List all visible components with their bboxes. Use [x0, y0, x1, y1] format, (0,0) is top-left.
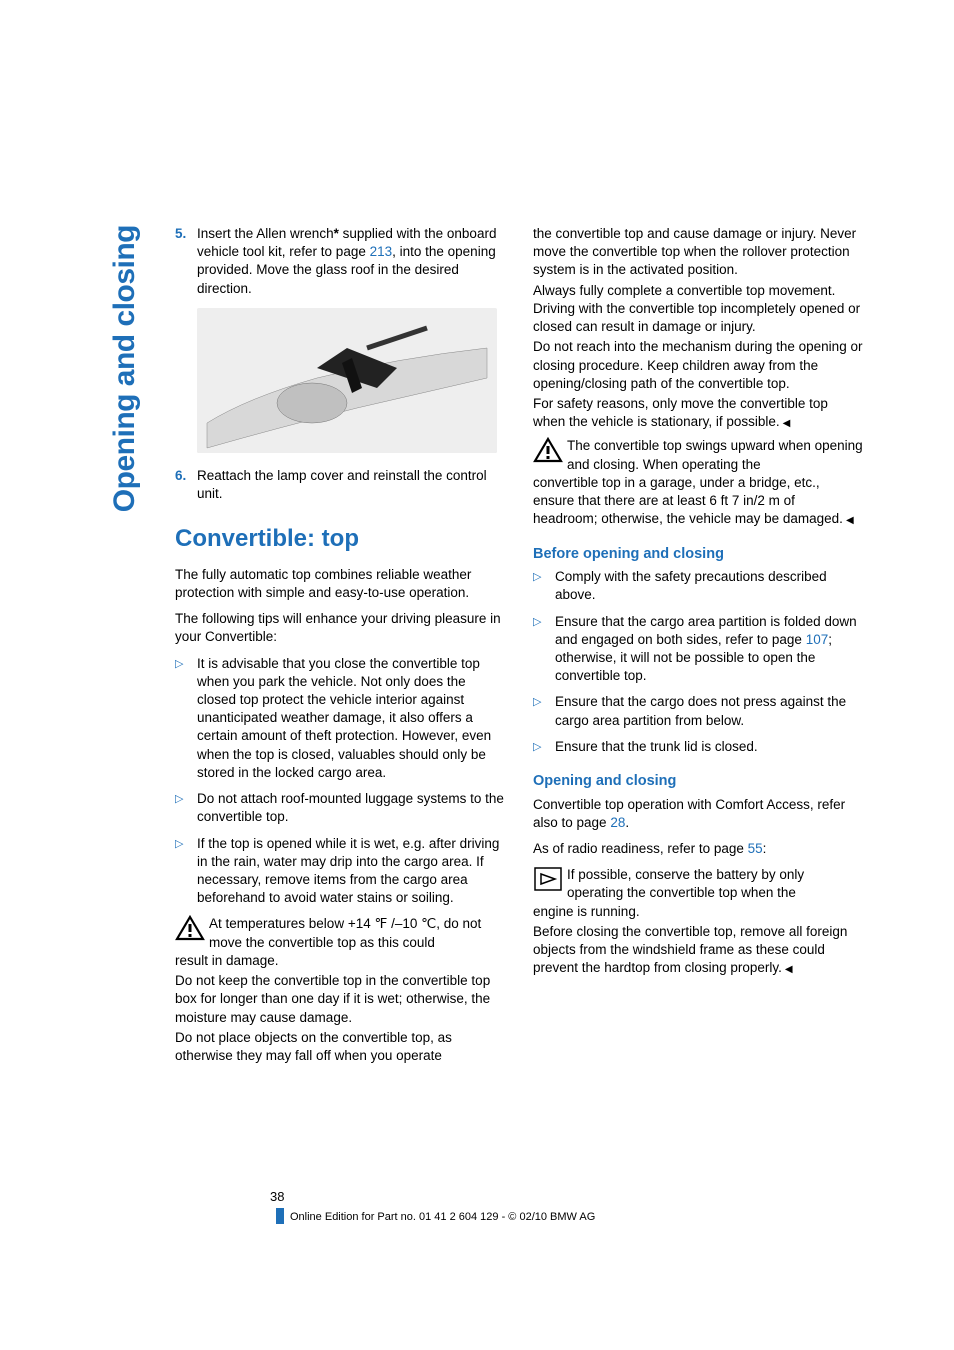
tip-3-text: If the top is opened while it is wet, e.…	[197, 835, 505, 908]
left-column: 5. Insert the Allen wrench* supplied wit…	[175, 225, 505, 1065]
warning-p2: Do not keep the convertible top in the c…	[175, 972, 505, 1027]
text: convertible top in a garage, under a bri…	[533, 475, 854, 526]
bullet-icon: ▷	[533, 613, 555, 686]
list-number: 5.	[175, 225, 197, 298]
before-2: ▷ Ensure that the cargo area partition i…	[533, 613, 863, 686]
footer-copyright: Online Edition for Part no. 01 41 2 604 …	[170, 1210, 860, 1225]
step-6-text: Reattach the lamp cover and reinstall th…	[197, 467, 505, 503]
page-number: 38	[170, 1188, 860, 1206]
text: .	[625, 815, 629, 830]
side-tab-title: Opening and closing	[105, 225, 146, 512]
warning-text: At temperatures below +14 ℉ /–10 ℃, do n…	[209, 915, 505, 951]
bullet-icon: ▷	[175, 790, 197, 826]
warning-box-2: The convertible top swings upward when o…	[533, 437, 863, 473]
glass-roof-illustration	[197, 308, 497, 453]
cont-4: For safety reasons, only move the conver…	[533, 395, 863, 431]
page-content: 5. Insert the Allen wrench* supplied wit…	[175, 225, 865, 1065]
page-footer: 38 Online Edition for Part no. 01 41 2 6…	[170, 1188, 860, 1225]
text: Convertible top operation with Comfort A…	[533, 797, 845, 830]
cont-2: Always fully complete a convertible top …	[533, 282, 863, 337]
step-6: 6. Reattach the lamp cover and reinstall…	[175, 467, 505, 503]
right-column: the convertible top and cause damage or …	[533, 225, 863, 1065]
intro-para-2: The following tips will enhance your dri…	[175, 610, 505, 646]
page-ref-107[interactable]: 107	[806, 632, 829, 647]
before-2-text: Ensure that the cargo area partition is …	[555, 613, 863, 686]
text: As of radio readiness, refer to page	[533, 841, 748, 856]
note-box: If possible, conserve the battery by onl…	[533, 866, 863, 902]
oc-para-2: As of radio readiness, refer to page 55:	[533, 840, 863, 858]
warning-box-1: At temperatures below +14 ℉ /–10 ℃, do n…	[175, 915, 505, 951]
tip-1-text: It is advisable that you close the conve…	[197, 655, 505, 783]
page-ref-213[interactable]: 213	[370, 244, 393, 259]
text: Insert the Allen wrench	[197, 226, 334, 241]
tip-3: ▷ If the top is opened while it is wet, …	[175, 835, 505, 908]
tip-2-text: Do not attach roof-mounted luggage syste…	[197, 790, 505, 826]
text: The convertible top swings upward when o…	[567, 438, 863, 471]
bullet-icon: ▷	[533, 568, 555, 604]
step-5: 5. Insert the Allen wrench* supplied wit…	[175, 225, 505, 298]
illustration-svg	[197, 308, 497, 453]
before-3-text: Ensure that the cargo does not press aga…	[555, 693, 863, 729]
warning-2-continuation: convertible top in a garage, under a bri…	[533, 474, 863, 529]
before-1: ▷ Comply with the safety precautions des…	[533, 568, 863, 604]
before-1-text: Comply with the safety precautions descr…	[555, 568, 863, 604]
heading-before-opening: Before opening and closing	[533, 545, 863, 565]
text: For safety reasons, only move the conver…	[533, 396, 828, 429]
bullet-icon: ▷	[533, 693, 555, 729]
cont-1: the convertible top and cause damage or …	[533, 225, 863, 280]
text: If possible, conserve the battery by onl…	[567, 867, 804, 900]
page-ref-55[interactable]: 55	[748, 841, 763, 856]
oc-para-1: Convertible top operation with Comfort A…	[533, 796, 863, 832]
oc-para-3: Before closing the convertible top, remo…	[533, 923, 863, 978]
warning-icon	[175, 915, 209, 951]
before-4-text: Ensure that the trunk lid is closed.	[555, 738, 758, 756]
note-continuation: engine is running.	[533, 903, 863, 921]
text: At temperatures below +14 ℉ /–10 ℃, do n…	[209, 916, 481, 949]
intro-para-1: The fully automatic top combines reliabl…	[175, 566, 505, 602]
bullet-icon: ▷	[175, 835, 197, 908]
heading-convertible-top: Convertible: top	[175, 523, 505, 555]
text: Before closing the convertible top, remo…	[533, 924, 847, 975]
warning-icon	[533, 437, 567, 473]
text: :	[763, 841, 767, 856]
warning-p3: Do not place objects on the convertible …	[175, 1029, 505, 1065]
list-number: 6.	[175, 467, 197, 503]
cont-3: Do not reach into the mechanism during t…	[533, 338, 863, 393]
page-ref-28[interactable]: 28	[610, 815, 625, 830]
tip-2: ▷ Do not attach roof-mounted luggage sys…	[175, 790, 505, 826]
before-3: ▷ Ensure that the cargo does not press a…	[533, 693, 863, 729]
before-4: ▷ Ensure that the trunk lid is closed.	[533, 738, 863, 756]
step-5-text: Insert the Allen wrench* supplied with t…	[197, 225, 505, 298]
warning-continuation: result in damage.	[175, 952, 505, 970]
tip-1: ▷ It is advisable that you close the con…	[175, 655, 505, 783]
heading-opening-closing: Opening and closing	[533, 772, 863, 792]
note-icon	[533, 866, 567, 902]
bullet-icon: ▷	[533, 738, 555, 756]
note-text: If possible, conserve the battery by onl…	[567, 866, 863, 902]
bullet-icon: ▷	[175, 655, 197, 783]
warning-2-text: The convertible top swings upward when o…	[567, 437, 863, 473]
